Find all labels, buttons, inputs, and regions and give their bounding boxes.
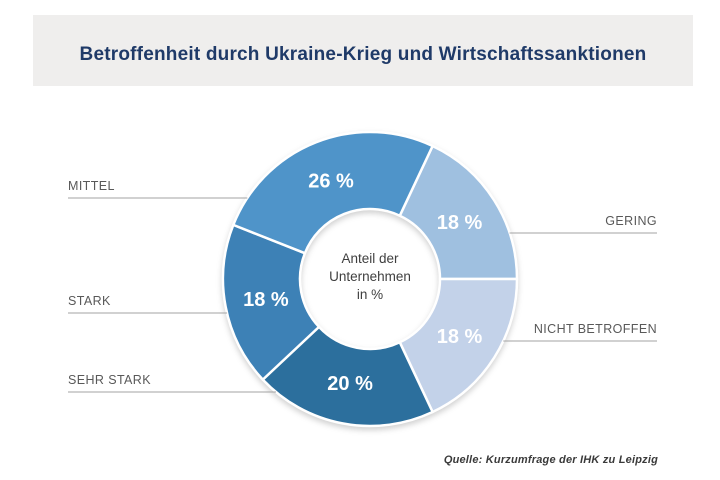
donut-center-label: Anteil der Unternehmen in % [329,251,411,302]
segment-value-label-mittel: 26 % [308,170,354,192]
donut-segments-group: 18 % 18 % 20 % 18 % 26 % [221,130,519,428]
category-label-gering: GERING [605,214,657,228]
donut-segment-sehr-stark [261,325,434,428]
donut-center-label-line-2: Unternehmen [329,269,411,284]
category-label-mittel: MITTEL [68,179,115,193]
donut-segment-nicht-betroffen [398,277,519,414]
leader-lines-group: GERING NICHT BETROFFEN SEHR STARK STARK MITT… [68,179,657,393]
segment-value-label-gering: 18 % [437,212,483,234]
category-label-stark: STARK [68,294,111,308]
donut-segment-gering [398,144,519,281]
segment-value-label-nicht-betroffen: 18 % [437,326,483,348]
donut-center-label-line-3: in % [357,287,383,302]
segment-value-label-sehr-stark: 20 % [327,373,373,395]
donut-segment-mittel [232,130,434,255]
category-label-nicht-betroffen: NICHT BETROFFEN [534,322,657,336]
header-band: Betroffenheit durch Ukraine-Krieg und Wi… [33,15,693,86]
category-label-sehr-stark: SEHR STARK [68,373,151,387]
donut-segment-stark [221,223,321,381]
chart-title: Betroffenheit durch Ukraine-Krieg und Wi… [79,43,647,65]
segment-value-label-stark: 18 % [243,289,289,311]
source-note: Quelle: Kurzumfrage der IHK zu Leipzig [443,454,658,466]
donut-center-label-line-1: Anteil der [341,251,399,266]
